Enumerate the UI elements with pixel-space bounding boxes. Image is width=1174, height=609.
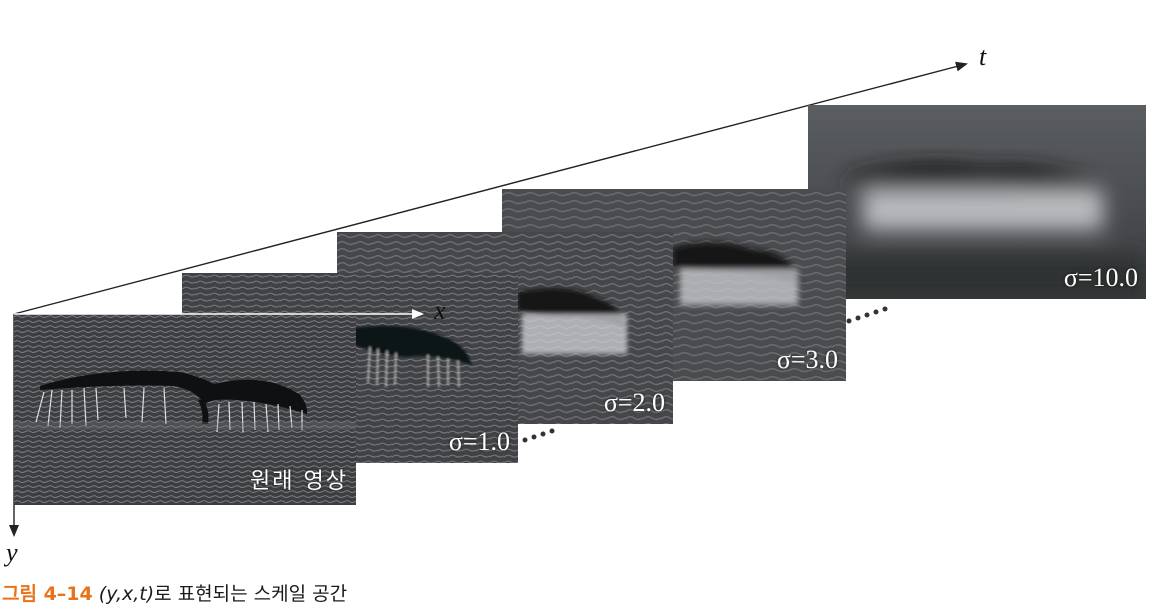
- dotted-connector: [846, 306, 888, 324]
- caption-variables: (y,x,t): [98, 583, 155, 605]
- t-axis-label: t: [979, 42, 987, 71]
- sigma-label: σ=10.0: [1063, 263, 1138, 292]
- frame-sigma-10: σ=10.0: [808, 105, 1146, 299]
- frame-original: 원래 영상: [14, 314, 356, 505]
- whale-image-blurred: [808, 105, 1146, 299]
- original-image-label: 원래 영상: [250, 469, 348, 494]
- y-axis-label: y: [6, 538, 18, 567]
- x-axis-label: x: [434, 296, 446, 325]
- frame-sigma-3: σ=3.0: [502, 189, 846, 381]
- dotted-connector: [522, 428, 555, 443]
- sigma-label: σ=1.0: [448, 427, 510, 456]
- sigma-label: σ=2.0: [603, 388, 665, 417]
- whale-tail-image: [14, 314, 356, 505]
- figure-caption: 그림 4–14 (y,x,t)로 표현되는 스케일 공간: [2, 579, 347, 606]
- caption-number: 그림 4–14: [2, 583, 93, 605]
- caption-text: 로 표현되는 스케일 공간: [154, 583, 348, 605]
- t-axis-line: [13, 61, 968, 315]
- sigma-label: σ=3.0: [776, 345, 838, 374]
